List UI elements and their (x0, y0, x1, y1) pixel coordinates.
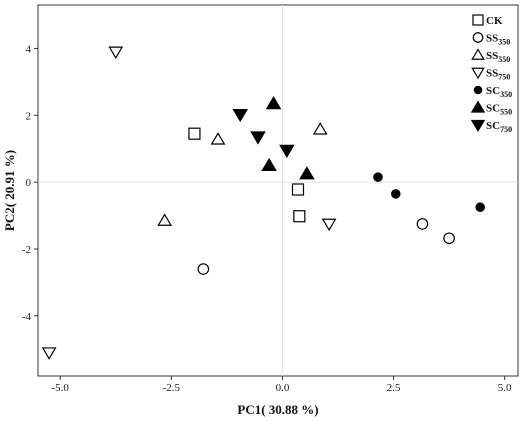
point-ss350 (197, 263, 210, 275)
point-sc750 (232, 109, 248, 123)
point-sc550 (299, 166, 315, 180)
plot-area (37, 4, 519, 377)
legend: CK SS350 SS550 SS750 SC350 SC550 SC750 (470, 14, 512, 134)
point-sc350 (391, 189, 401, 199)
x-tick-label: 5.0 (498, 382, 512, 394)
legend-label-ss750: SS750 (486, 68, 510, 82)
point-ss750 (41, 347, 57, 360)
point-ck (293, 210, 306, 223)
y-tick-label: -4 (22, 311, 32, 323)
point-ss750 (108, 46, 124, 60)
point-sc350 (373, 172, 383, 182)
point-sc550 (265, 96, 282, 110)
point-ss750 (321, 218, 337, 232)
y-axis-title: PC2( 20.91 %) (2, 150, 17, 231)
x-tick-label: -5.0 (52, 382, 70, 394)
legend-marker-sc750 (470, 119, 486, 133)
point-ss550 (312, 122, 328, 135)
y-tick-label: 2 (26, 110, 32, 122)
point-ck (291, 183, 305, 196)
y-tick-label: 0 (26, 177, 32, 189)
point-ss550 (157, 213, 173, 226)
x-tick-label: -2.5 (163, 382, 181, 394)
x-axis: -5.0 -2.5 0.0 2.5 5.0 (52, 376, 512, 394)
plot-frame (37, 4, 519, 377)
legend-label-sc350: SC350 (486, 85, 512, 99)
y-tick-label: -2 (22, 244, 31, 256)
legend-marker-sc550 (470, 100, 486, 113)
x-axis-title: PC1( 30.88 %) (237, 402, 318, 417)
point-ss350 (443, 232, 455, 245)
legend-marker-ss350 (472, 32, 484, 43)
legend-label-ss550: SS550 (486, 50, 510, 64)
point-sc550 (261, 157, 277, 172)
x-tick-label: 0.0 (276, 382, 290, 394)
legend-label-ck: CK (486, 15, 503, 27)
legend-label-sc750: SC750 (486, 120, 512, 134)
point-sc750 (279, 144, 295, 158)
legend-marker-ss550 (471, 48, 485, 60)
legend-marker-ck (472, 14, 484, 26)
legend-marker-sc350 (473, 85, 483, 95)
y-tick-label: 4 (26, 43, 32, 55)
point-sc350 (475, 202, 485, 212)
legend-marker-ss750 (471, 67, 485, 80)
legend-label-ss350: SS350 (486, 33, 510, 47)
point-ss550 (210, 132, 226, 145)
x-tick-label: 2.5 (387, 382, 401, 394)
point-sc750 (250, 131, 266, 145)
y-axis: -4 -2 0 2 4 (22, 43, 38, 323)
point-ss350 (416, 218, 429, 230)
data-points (41, 46, 485, 360)
point-ck (188, 127, 201, 140)
legend-label-sc550: SC550 (486, 103, 512, 117)
